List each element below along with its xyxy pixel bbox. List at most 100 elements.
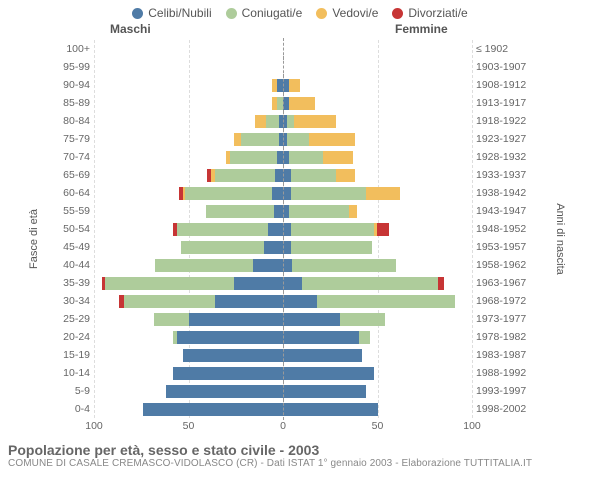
pyramid-row: 100+≤ 1902 (58, 40, 528, 58)
year-label: 1943-1947 (472, 205, 528, 217)
bar-female (283, 94, 472, 112)
divorziati-swatch-icon (392, 8, 403, 19)
bar-male (94, 76, 283, 94)
seg-celibi (283, 277, 302, 290)
bar-male (94, 58, 283, 76)
year-label: 1993-1997 (472, 385, 528, 397)
seg-coniugati (181, 241, 264, 254)
celibi-swatch-icon (132, 8, 143, 19)
pyramid-row: 45-491953-1957 (58, 238, 528, 256)
axis-right-title: Anni di nascita (554, 203, 566, 275)
bar-male (94, 292, 283, 310)
seg-celibi (283, 259, 292, 272)
legend-label: Vedovi/e (332, 6, 378, 20)
bar-female (283, 346, 472, 364)
seg-coniugati (185, 187, 272, 200)
bar-male (94, 184, 283, 202)
seg-celibi (283, 331, 359, 344)
age-label: 55-59 (58, 205, 94, 217)
bar-male (94, 238, 283, 256)
seg-celibi (283, 241, 291, 254)
x-tick: 50 (183, 420, 195, 432)
seg-coniugati (287, 133, 310, 146)
bar-male (94, 346, 283, 364)
year-label: 1903-1907 (472, 61, 528, 73)
pyramid-row: 30-34 1968-1972 (58, 292, 528, 310)
age-label: 95-99 (58, 61, 94, 73)
age-label: 30-34 (58, 295, 94, 307)
bar-male (94, 40, 283, 58)
bar-male (94, 202, 283, 220)
seg-vedovi (234, 133, 242, 146)
year-label: 1918-1922 (472, 115, 528, 127)
x-axis-ticks: 10050050100 (94, 420, 472, 436)
seg-coniugati (241, 133, 279, 146)
seg-celibi (215, 295, 283, 308)
bar-male (94, 310, 283, 328)
x-tick: 100 (85, 420, 103, 432)
pyramid-row: 70-74 1928-1932 (58, 148, 528, 166)
seg-coniugati (230, 151, 277, 164)
pyramid-row: 80-841918-1922 (58, 112, 528, 130)
bar-female (283, 148, 472, 166)
pyramid-row: 5-9 1993-1997 (58, 382, 528, 400)
age-label: 15-19 (58, 349, 94, 361)
bar-area (94, 400, 472, 418)
header-femmine: Femmine (395, 22, 448, 36)
seg-coniugati (215, 169, 275, 182)
bar-male (94, 364, 283, 382)
year-label: 1923-1927 (472, 133, 528, 145)
bar-female (283, 292, 472, 310)
year-label: 1968-1972 (472, 295, 528, 307)
bar-female (283, 58, 472, 76)
year-label: 1983-1987 (472, 349, 528, 361)
bar-male (94, 94, 283, 112)
year-label: 1928-1932 (472, 151, 528, 163)
seg-vedovi (289, 79, 300, 92)
seg-celibi (283, 223, 291, 236)
seg-celibi (283, 367, 374, 380)
seg-celibi (283, 313, 340, 326)
bar-male (94, 130, 283, 148)
bar-male (94, 400, 283, 418)
seg-celibi (183, 349, 283, 362)
pyramid-row: 60-641938-1942 (58, 184, 528, 202)
bar-female (283, 238, 472, 256)
bar-female (283, 274, 472, 292)
seg-divorziati (438, 277, 444, 290)
seg-coniugati (124, 295, 215, 308)
footer: Popolazione per età, sesso e stato civil… (0, 438, 600, 469)
pyramid-row: 20-241978-1982 (58, 328, 528, 346)
legend-label: Celibi/Nubili (148, 6, 211, 20)
seg-coniugati (291, 169, 336, 182)
bar-male (94, 256, 283, 274)
seg-vedovi (289, 97, 315, 110)
bar-female (283, 256, 472, 274)
seg-divorziati (377, 223, 388, 236)
age-label: 100+ (58, 43, 94, 55)
bar-female (283, 328, 472, 346)
seg-vedovi (366, 187, 400, 200)
year-label: 1948-1952 (472, 223, 528, 235)
gender-headers: Maschi Femmine (0, 22, 600, 40)
seg-coniugati (289, 205, 349, 218)
seg-vedovi (323, 151, 353, 164)
age-label: 40-44 (58, 259, 94, 271)
coniugati-swatch-icon (226, 8, 237, 19)
legend-item-divorziati: Divorziati/e (392, 6, 467, 20)
pyramid-row: 95-99 1903-1907 (58, 58, 528, 76)
pyramid-row: 85-891913-1917 (58, 94, 528, 112)
age-label: 75-79 (58, 133, 94, 145)
seg-vedovi (309, 133, 354, 146)
age-label: 0-4 (58, 403, 94, 415)
bar-female (283, 166, 472, 184)
year-label: 1998-2002 (472, 403, 528, 415)
age-label: 5-9 (58, 385, 94, 397)
legend-label: Coniugati/e (242, 6, 303, 20)
year-label: 1933-1937 (472, 169, 528, 181)
chart-title: Popolazione per età, sesso e stato civil… (8, 442, 592, 458)
seg-celibi (274, 205, 283, 218)
pyramid-row: 40-441958-1962 (58, 256, 528, 274)
year-label: 1963-1967 (472, 277, 528, 289)
age-label: 70-74 (58, 151, 94, 163)
